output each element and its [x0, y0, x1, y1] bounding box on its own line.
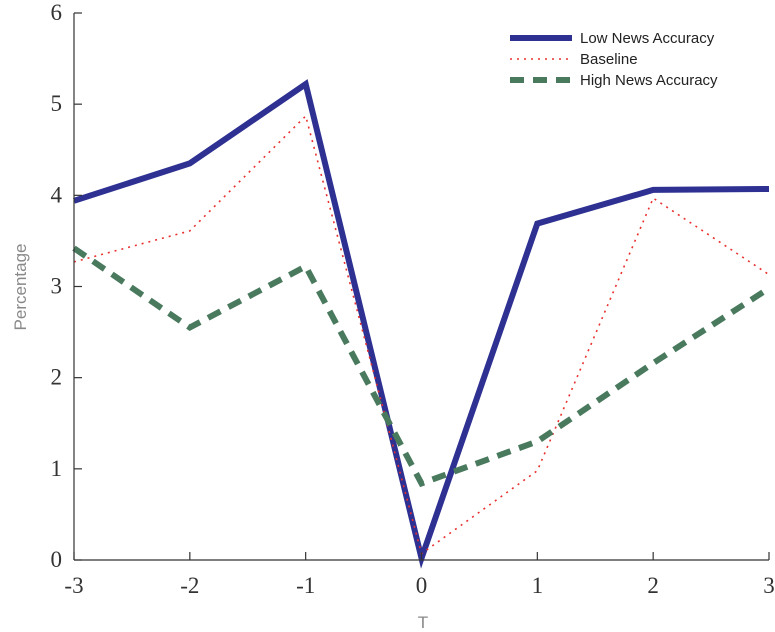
x-tick-label: -2 — [180, 573, 199, 598]
legend-label: High News Accuracy — [580, 72, 718, 89]
x-tick-label: 3 — [763, 573, 775, 598]
legend: Low News Accuracy Baseline High News Accur… — [510, 30, 718, 89]
y-tick-label: 1 — [51, 456, 63, 481]
y-tick-label: 2 — [51, 365, 63, 390]
x-tick-label: -1 — [296, 573, 315, 598]
y-tick-label: 6 — [51, 0, 63, 25]
x-tick-label: 0 — [416, 573, 428, 598]
y-tick-label: 0 — [51, 547, 63, 572]
x-axis-title: T — [418, 613, 428, 632]
y-axis-ticks: 0 1 2 3 4 5 6 — [51, 0, 82, 572]
series-line-high-news-accuracy — [72, 245, 771, 488]
x-tick-label: -3 — [64, 573, 83, 598]
y-tick-label: 3 — [51, 274, 63, 299]
y-tick-label: 4 — [51, 182, 63, 207]
y-tick-label: 5 — [51, 91, 63, 116]
series-line-baseline — [73, 114, 770, 555]
legend-label: Low News Accuracy — [580, 30, 715, 47]
legend-label: Baseline — [580, 51, 638, 68]
x-axis-ticks: -3 -2 -1 0 1 2 3 — [64, 552, 775, 598]
x-tick-label: 2 — [647, 573, 659, 598]
y-axis-title: Percentage — [11, 244, 30, 331]
x-tick-label: 1 — [532, 573, 544, 598]
series-layer — [72, 79, 771, 569]
